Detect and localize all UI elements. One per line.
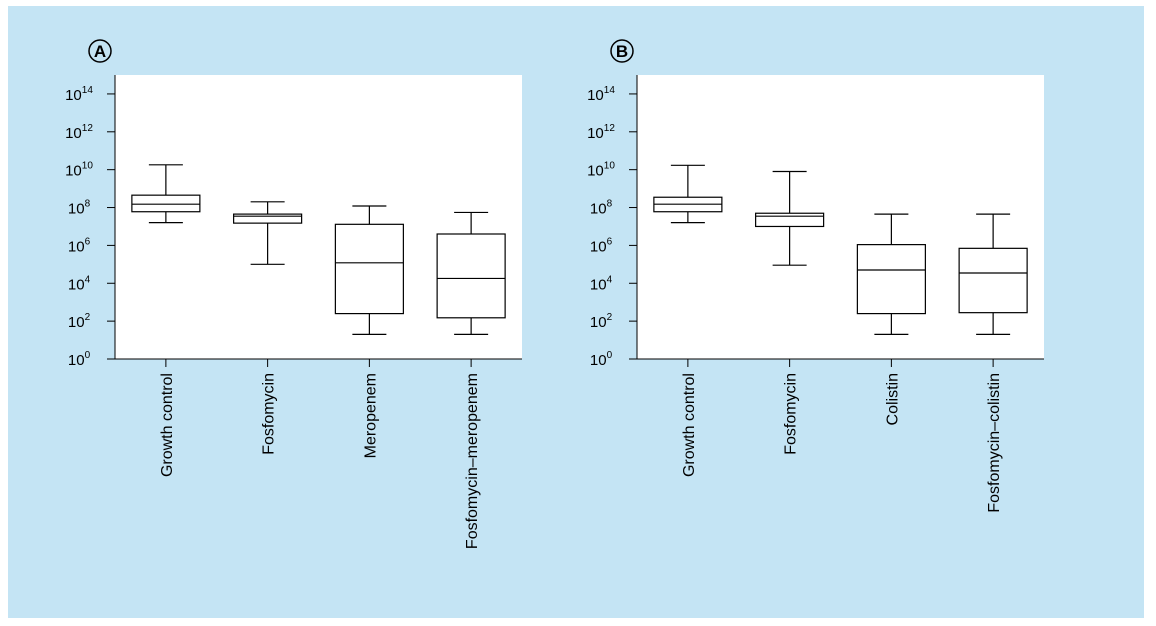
iqr-box <box>334 223 404 315</box>
plot-area <box>115 75 522 359</box>
y-tick-exponent: 2 <box>85 312 91 323</box>
box-plot <box>233 201 303 265</box>
x-category-label: Growth control <box>681 373 698 477</box>
y-tick-label: 108 <box>590 199 613 218</box>
y-tick-base: 10 <box>65 163 82 180</box>
y-tick-label: 1010 <box>587 161 615 180</box>
box-plot <box>436 211 506 335</box>
box-plot <box>958 213 1028 335</box>
y-tick-exponent: 10 <box>82 161 94 172</box>
y-tick-label: 1010 <box>65 161 93 180</box>
y-tick-exponent: 14 <box>604 85 616 96</box>
y-tick-base: 10 <box>590 276 607 293</box>
box-plot <box>856 213 926 335</box>
y-tick-base: 10 <box>65 125 82 142</box>
y-tick-label: 104 <box>68 274 91 293</box>
figure: A 100 102 104 106 108 1010 1012 1014 Growth contr… <box>8 6 1144 618</box>
iqr-box <box>436 233 506 319</box>
panel-label: B <box>610 39 634 63</box>
y-tick-base: 10 <box>590 352 607 369</box>
iqr-box <box>131 194 201 213</box>
y-tick-exponent: 2 <box>607 312 613 323</box>
iqr-box <box>958 247 1028 314</box>
y-tick-label: 102 <box>590 312 613 331</box>
y-tick-exponent: 12 <box>604 123 616 134</box>
y-tick-label: 106 <box>590 236 613 255</box>
y-tick-exponent: 6 <box>607 236 613 247</box>
y-tick-label: 104 <box>590 274 613 293</box>
x-category-label: Meropenem <box>362 373 379 458</box>
y-tick-label: 100 <box>590 350 613 369</box>
panel-label-circle <box>610 39 634 63</box>
y-tick-base: 10 <box>590 201 607 218</box>
x-category-label: Fosfomycin <box>261 373 278 455</box>
y-tick-label: 1012 <box>65 123 93 142</box>
y-tick-base: 10 <box>68 201 85 218</box>
y-tick-exponent: 0 <box>85 350 91 361</box>
x-category-label: Colistin <box>884 373 901 425</box>
y-tick-label: 106 <box>68 236 91 255</box>
box-plot <box>755 170 825 266</box>
iqr-box <box>755 212 825 228</box>
y-tick-label: 1012 <box>587 123 615 142</box>
y-tick-exponent: 0 <box>607 350 613 361</box>
iqr-box <box>856 244 926 315</box>
iqr-box <box>233 213 303 224</box>
x-category-label: Fosfomycin–meropenem <box>464 373 481 549</box>
y-tick-base: 10 <box>68 276 85 293</box>
y-tick-exponent: 12 <box>82 123 94 134</box>
x-category-label: Fosfomycin–colistin <box>986 373 1003 513</box>
y-tick-base: 10 <box>65 87 82 104</box>
y-tick-base: 10 <box>590 238 607 255</box>
y-tick-exponent: 10 <box>604 161 616 172</box>
y-tick-base: 10 <box>68 314 85 331</box>
y-tick-label: 1014 <box>65 85 93 104</box>
panel-label-text: A <box>94 42 106 61</box>
y-tick-exponent: 6 <box>85 236 91 247</box>
y-tick-label: 1014 <box>587 85 615 104</box>
y-tick-exponent: 4 <box>607 274 613 285</box>
y-tick-label: 100 <box>68 350 91 369</box>
plot-area <box>637 75 1044 359</box>
panel-label-circle <box>88 39 112 63</box>
box-plot <box>334 205 404 335</box>
panel-label-text: B <box>616 42 628 61</box>
y-tick-base: 10 <box>68 238 85 255</box>
box-plot <box>653 164 723 224</box>
y-tick-base: 10 <box>68 352 85 369</box>
y-tick-base: 10 <box>587 163 604 180</box>
y-tick-base: 10 <box>587 125 604 142</box>
x-category-label: Growth control <box>159 373 176 477</box>
y-tick-base: 10 <box>587 87 604 104</box>
y-tick-exponent: 8 <box>607 199 613 210</box>
box-plot <box>131 164 201 224</box>
x-category-label: Fosfomycin <box>783 373 800 455</box>
y-tick-exponent: 14 <box>82 85 94 96</box>
y-tick-base: 10 <box>590 314 607 331</box>
panel-label: A <box>88 39 112 63</box>
y-tick-label: 102 <box>68 312 91 331</box>
y-tick-exponent: 4 <box>85 274 91 285</box>
y-tick-label: 108 <box>68 199 91 218</box>
y-tick-exponent: 8 <box>85 199 91 210</box>
